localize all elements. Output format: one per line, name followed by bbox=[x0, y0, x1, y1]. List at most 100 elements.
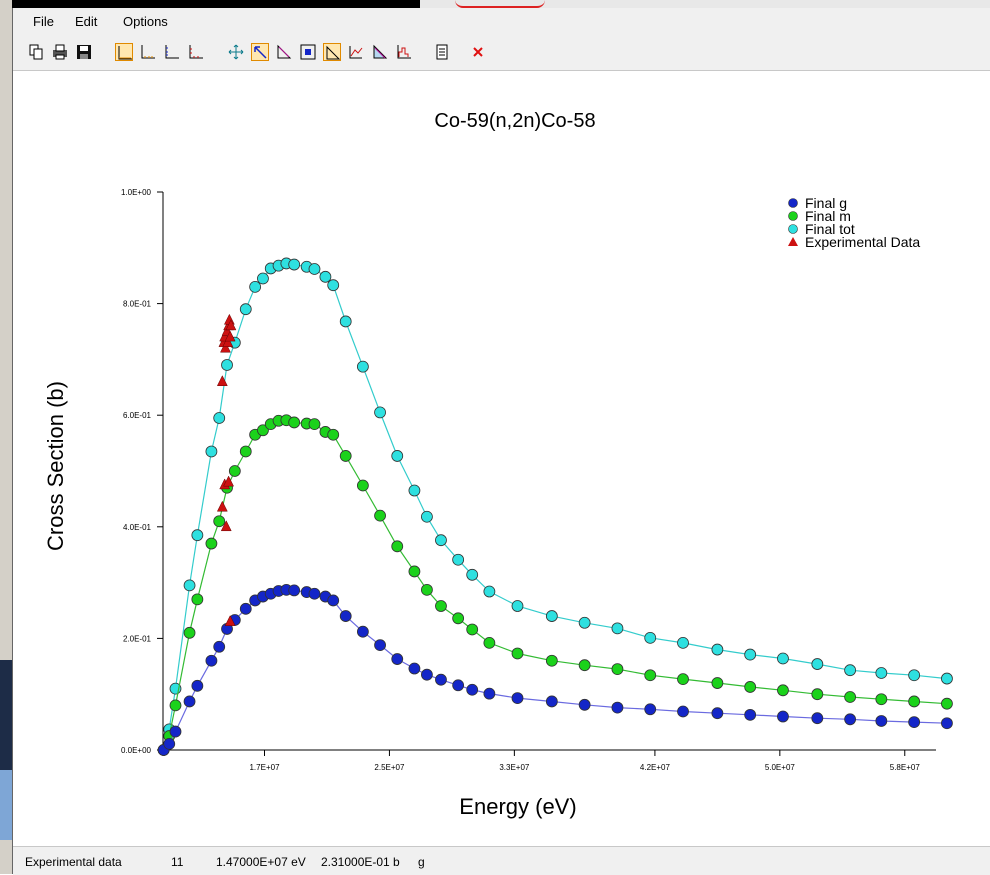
data-point bbox=[408, 565, 421, 578]
points-icon[interactable] bbox=[347, 43, 365, 61]
y-tick-label: 2.0E-01 bbox=[123, 634, 152, 643]
pan-icon[interactable] bbox=[275, 43, 293, 61]
data-point bbox=[205, 654, 218, 667]
data-point bbox=[677, 636, 689, 649]
background-window-blue bbox=[0, 770, 12, 840]
linlog-scale-icon[interactable] bbox=[163, 43, 181, 61]
menu-edit[interactable]: Edit bbox=[75, 14, 98, 29]
data-point bbox=[257, 272, 269, 285]
data-point bbox=[213, 515, 226, 528]
data-point bbox=[578, 616, 591, 629]
data-point bbox=[545, 654, 558, 667]
copy-icon[interactable] bbox=[27, 43, 45, 61]
data-point bbox=[452, 553, 465, 566]
data-point bbox=[169, 725, 182, 738]
background-window-edge bbox=[0, 0, 12, 874]
loglog-scale-icon[interactable] bbox=[187, 43, 205, 61]
status-energy: 1.47000E+07 eV bbox=[216, 855, 306, 869]
status-count: 11 bbox=[171, 855, 184, 869]
loglin-scale-icon[interactable] bbox=[139, 43, 157, 61]
data-point bbox=[374, 406, 386, 419]
data-point bbox=[611, 622, 624, 635]
plot-area: Co-59(n,2n)Co-58 Energy (eV) Cross Secti… bbox=[13, 71, 990, 846]
legend-label: Final tot bbox=[805, 221, 855, 237]
data-point bbox=[908, 695, 921, 708]
series-final-g bbox=[157, 583, 953, 756]
x-tick-label: 5.0E+07 bbox=[765, 763, 796, 772]
y-axis-label: Cross Section (b) bbox=[43, 381, 68, 551]
linlin-scale-icon[interactable] bbox=[115, 43, 133, 61]
data-point bbox=[356, 479, 369, 492]
zoom-box-icon[interactable] bbox=[251, 43, 269, 61]
save-icon[interactable] bbox=[75, 43, 93, 61]
x-axis-label: Energy (eV) bbox=[459, 794, 576, 819]
y-tick-label: 8.0E-01 bbox=[123, 300, 152, 309]
select-icon[interactable] bbox=[299, 43, 317, 61]
print-icon[interactable] bbox=[51, 43, 69, 61]
data-point bbox=[677, 705, 689, 718]
data-point bbox=[483, 585, 496, 598]
chart-title: Co-59(n,2n)Co-58 bbox=[434, 110, 595, 132]
data-point bbox=[308, 263, 321, 275]
data-point bbox=[908, 716, 921, 728]
zoom-all-icon[interactable] bbox=[227, 43, 245, 61]
data-point bbox=[777, 684, 789, 697]
data-point-triangle bbox=[224, 615, 236, 626]
data-point bbox=[221, 359, 233, 371]
data-point bbox=[644, 631, 657, 644]
data-point bbox=[356, 360, 369, 373]
data-point bbox=[545, 695, 558, 708]
data-point bbox=[391, 653, 404, 665]
data-point bbox=[205, 445, 218, 458]
data-point bbox=[435, 673, 447, 686]
close-icon[interactable] bbox=[469, 43, 487, 61]
status-state: g bbox=[418, 855, 425, 869]
data-point bbox=[249, 280, 262, 293]
data-point bbox=[644, 703, 657, 716]
data-point bbox=[191, 529, 204, 542]
data-point bbox=[288, 258, 301, 271]
data-point bbox=[308, 418, 321, 431]
data-point-triangle bbox=[216, 375, 228, 386]
data-point bbox=[339, 610, 352, 622]
data-point bbox=[169, 699, 182, 712]
status-label: Experimental data bbox=[25, 855, 122, 869]
data-point bbox=[545, 610, 558, 622]
area-icon[interactable] bbox=[371, 43, 389, 61]
data-point bbox=[908, 669, 921, 682]
data-point bbox=[183, 579, 196, 592]
data-point bbox=[844, 691, 857, 703]
data-point bbox=[327, 428, 340, 441]
legend-label: Experimental Data bbox=[805, 234, 920, 250]
data-point bbox=[435, 600, 447, 612]
data-point-triangle bbox=[220, 520, 232, 532]
data-point bbox=[711, 677, 724, 689]
data-point bbox=[239, 602, 252, 615]
data-point bbox=[374, 509, 386, 522]
data-point bbox=[711, 707, 724, 720]
menu-options[interactable]: Options bbox=[123, 14, 168, 29]
data-point bbox=[213, 412, 226, 424]
data-point bbox=[511, 692, 524, 705]
background-window-dark bbox=[0, 660, 12, 770]
data-point bbox=[421, 668, 433, 681]
data-point bbox=[875, 667, 888, 679]
data-point bbox=[466, 623, 479, 636]
x-tick-label: 2.5E+07 bbox=[374, 763, 405, 772]
data-point bbox=[205, 537, 218, 550]
data-point bbox=[163, 737, 176, 750]
series-layer bbox=[157, 257, 953, 756]
data-point bbox=[257, 424, 269, 437]
legend-marker bbox=[788, 224, 798, 234]
histogram-icon[interactable] bbox=[395, 43, 413, 61]
legend-label: Final m bbox=[805, 208, 851, 224]
line-plot-icon[interactable] bbox=[323, 43, 341, 61]
document-icon[interactable] bbox=[433, 43, 451, 61]
y-tick-label: 4.0E-01 bbox=[123, 523, 152, 532]
data-point-triangle bbox=[225, 319, 237, 331]
data-point bbox=[578, 659, 591, 672]
menu-file[interactable]: File bbox=[33, 14, 54, 29]
outer-title-decoration bbox=[455, 0, 545, 8]
data-point-triangle bbox=[222, 336, 234, 347]
